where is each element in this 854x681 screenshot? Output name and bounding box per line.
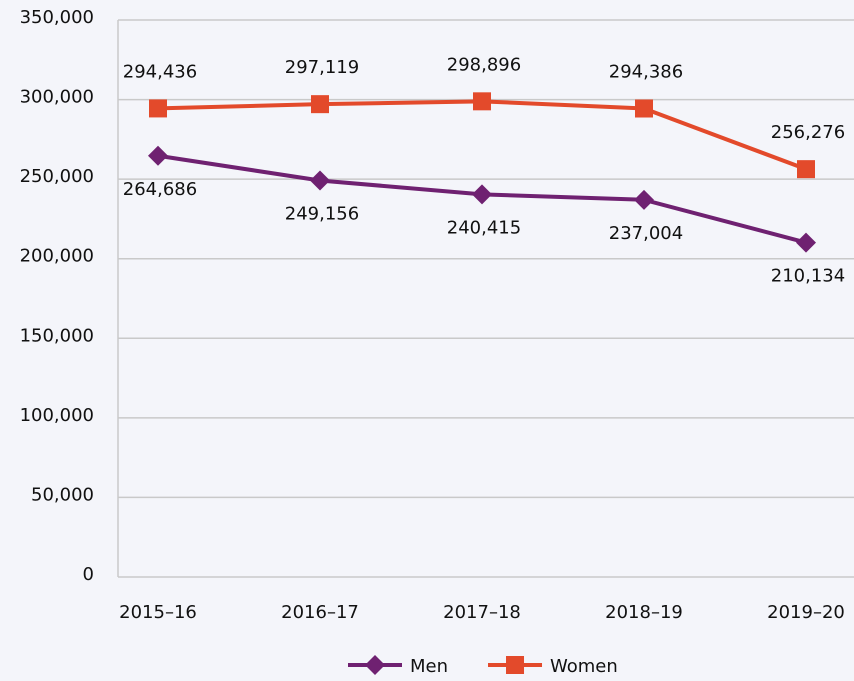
data-point [473,92,491,111]
legend-marker [506,656,525,674]
legend-label: Men [410,656,448,677]
data-label: 256,276 [771,122,845,143]
series-line [157,99,807,172]
x-tick-label: 2015–16 [119,602,197,623]
y-tick-label: 0 [83,564,94,585]
data-label: 249,156 [285,203,359,224]
data-label: 240,415 [447,217,521,238]
data-point [796,232,816,253]
data-point [797,160,815,179]
data-label: 298,896 [447,54,521,75]
y-tick-label: 150,000 [20,325,94,346]
y-tick-label: 350,000 [20,7,94,28]
legend-label: Women [550,656,618,677]
x-tick-label: 2019–20 [767,602,845,623]
data-point [148,145,168,166]
x-tick-label: 2018–19 [605,602,683,623]
y-tick-label: 50,000 [31,484,94,505]
data-label: 237,004 [609,223,683,244]
data-point [149,99,167,118]
data-label: 264,686 [123,179,197,200]
data-label: 294,436 [123,61,197,82]
data-label: 294,386 [609,62,683,83]
data-point [472,184,492,205]
data-label: 210,134 [771,266,845,287]
x-tick-label: 2016–17 [281,602,359,623]
data-point [311,95,329,114]
y-tick-label: 100,000 [20,405,94,426]
data-point [310,170,330,191]
y-tick-label: 250,000 [20,166,94,187]
data-point [634,189,654,210]
x-tick-label: 2017–18 [443,602,521,623]
data-label: 297,119 [285,57,359,78]
y-tick-label: 300,000 [20,87,94,108]
y-tick-label: 200,000 [20,246,94,267]
data-point [635,99,653,118]
legend-marker [365,655,385,675]
